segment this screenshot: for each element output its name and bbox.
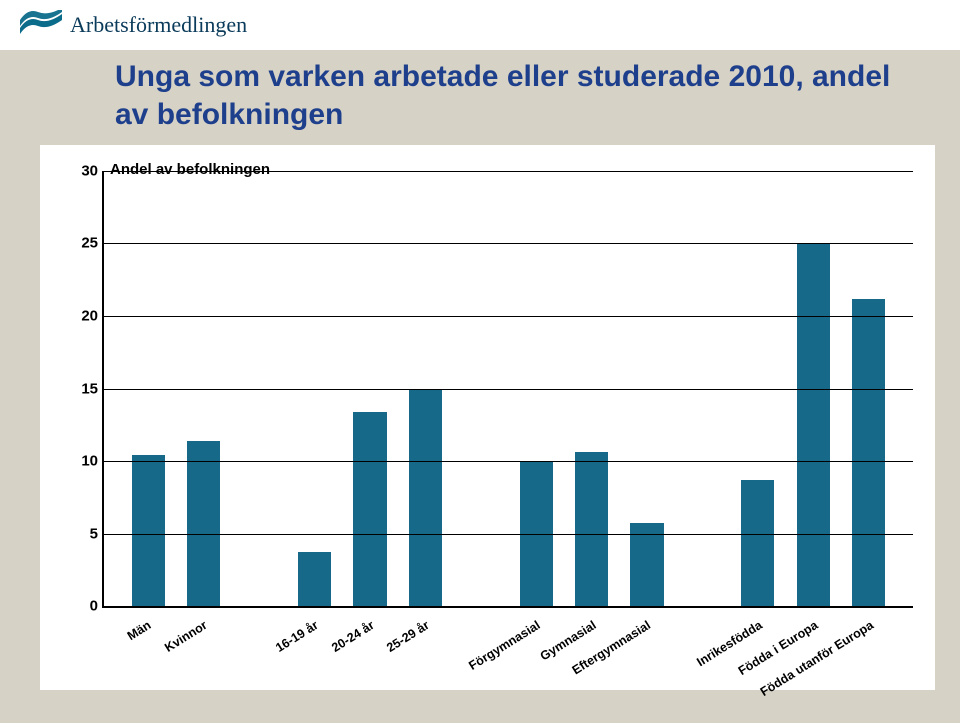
x-tick-label: Förgymnasial (467, 618, 543, 673)
y-tick-label: 30 (58, 163, 98, 180)
bar-fill (132, 455, 165, 606)
bar-fill (797, 244, 830, 607)
bar-fill (187, 441, 220, 606)
x-tick-label: 25-29 år (384, 618, 432, 655)
brand-logo-icon (20, 10, 62, 41)
bar-fill (298, 552, 331, 606)
plot-area: 051015202530 (102, 171, 913, 608)
x-tick-label: 20-24 år (329, 618, 377, 655)
bar-fill (575, 452, 608, 606)
y-tick-label: 20 (58, 307, 98, 324)
header: Arbetsförmedlingen (0, 0, 960, 50)
bar-fill (852, 299, 885, 606)
bar-fill (409, 389, 442, 607)
brand-name: Arbetsförmedlingen (70, 12, 247, 38)
bar-fill (630, 523, 663, 606)
y-tick-label: 25 (58, 235, 98, 252)
x-tick-label: 16-19 år (273, 618, 321, 655)
gridline (104, 171, 913, 172)
chart-title: Unga som varken arbetade eller studerade… (115, 58, 920, 133)
y-tick-label: 10 (58, 452, 98, 469)
x-axis-labels: Män Kvinnor 16-19 år20-24 år25-29 år Förgym… (102, 612, 913, 678)
gridline (104, 243, 913, 244)
y-tick-label: 0 (58, 598, 98, 615)
x-tick-label: Män (125, 618, 154, 643)
bar-fill (353, 412, 386, 606)
chart-title-wrap: Unga som varken arbetade eller studerade… (115, 58, 920, 133)
x-tick-label: Kvinnor (162, 618, 209, 655)
chart-inner: Andel av befolkningen 051015202530 MänKv… (58, 157, 917, 678)
gridline (104, 389, 913, 390)
chart-card: Andel av befolkningen 051015202530 MänKv… (40, 145, 935, 690)
bar-fill (741, 480, 774, 606)
y-tick-label: 5 (58, 525, 98, 542)
gridline (104, 534, 913, 535)
gridline (104, 461, 913, 462)
y-tick-label: 15 (58, 380, 98, 397)
gridline (104, 316, 913, 317)
